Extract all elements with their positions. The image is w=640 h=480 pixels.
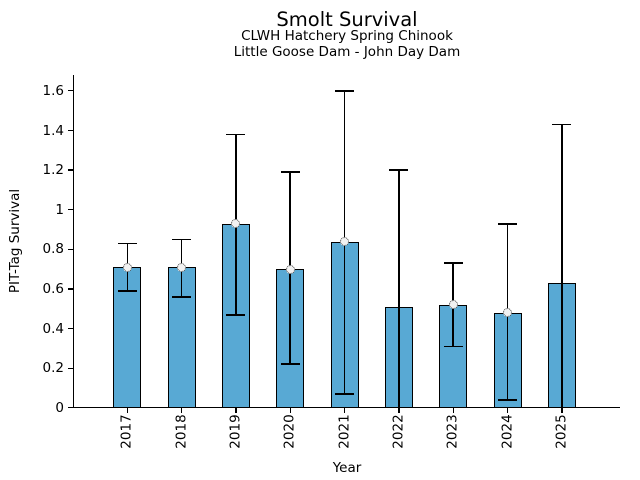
x-tick-label-2025: 2025	[553, 414, 570, 449]
y-tick	[67, 129, 73, 131]
x-tick-label-2020: 2020	[281, 414, 298, 449]
x-tick-label-2018: 2018	[173, 414, 190, 449]
x-tick-label-2024: 2024	[499, 414, 516, 449]
y-tick-label: 0.8	[42, 241, 64, 258]
y-tick	[67, 288, 73, 290]
point-marker-2023	[448, 300, 458, 310]
error-bar-2022	[398, 170, 400, 408]
y-tick	[67, 367, 73, 369]
x-axis-label: Year	[332, 460, 362, 476]
point-marker-2020	[285, 264, 295, 274]
point-marker-2021	[340, 237, 350, 246]
x-tick	[235, 408, 237, 413]
point-marker-2018	[177, 262, 187, 272]
point-marker-2017	[122, 262, 132, 272]
error-cap-high-2023	[443, 262, 463, 265]
x-tick-label-2021: 2021	[336, 414, 353, 449]
y-tick	[67, 169, 73, 171]
point-marker-2024	[503, 308, 513, 318]
error-cap-high-2022	[389, 169, 409, 172]
y-tick-label: 1.2	[42, 162, 64, 179]
y-tick-label: 0.2	[42, 360, 64, 377]
chart-subtitle-line1: CLWH Hatchery Spring Chinook	[241, 28, 453, 44]
x-tick	[180, 408, 183, 413]
y-axis-spine	[72, 75, 74, 408]
error-cap-low-2017	[117, 290, 137, 292]
x-tick	[506, 408, 509, 413]
error-cap-high-2025	[552, 123, 572, 126]
error-cap-high-2020	[280, 171, 300, 174]
y-tick	[67, 407, 73, 409]
y-tick-label: 0	[55, 400, 64, 416]
x-tick	[398, 408, 400, 413]
x-tick-label-2019: 2019	[227, 414, 244, 449]
error-cap-low-2024	[498, 399, 518, 401]
y-tick-label: 1.4	[42, 122, 64, 139]
error-cap-low-2018	[172, 296, 192, 298]
y-tick-label: 1	[55, 201, 64, 218]
error-cap-low-2023	[443, 345, 463, 348]
y-tick	[67, 248, 73, 250]
error-cap-high-2019	[226, 133, 246, 136]
error-cap-high-2017	[117, 242, 137, 245]
error-cap-high-2024	[498, 222, 518, 225]
x-tick	[126, 408, 128, 413]
x-tick	[343, 408, 346, 413]
y-tick	[67, 208, 73, 211]
point-marker-2019	[231, 219, 241, 229]
error-cap-high-2021	[335, 89, 355, 92]
x-tick	[452, 408, 454, 413]
error-bar-2025	[561, 124, 563, 408]
x-tick-label-2017: 2017	[118, 414, 135, 449]
x-tick	[561, 408, 563, 413]
y-tick-label: 0.6	[42, 281, 64, 298]
error-cap-low-2021	[335, 393, 355, 396]
y-tick	[67, 327, 73, 330]
error-cap-low-2019	[226, 313, 246, 316]
y-tick	[67, 90, 73, 92]
x-tick	[289, 408, 291, 413]
chart-title: Smolt Survival	[276, 8, 418, 31]
x-tick-label-2023: 2023	[444, 414, 461, 449]
y-tick-label: 0.4	[42, 320, 64, 337]
y-tick-label: 1.6	[42, 82, 64, 99]
chart-subtitle-line2: Little Goose Dam - John Day Dam	[233, 43, 461, 60]
error-cap-low-2020	[280, 363, 300, 366]
x-tick-label-2022: 2022	[390, 414, 407, 449]
error-cap-high-2018	[172, 238, 192, 241]
